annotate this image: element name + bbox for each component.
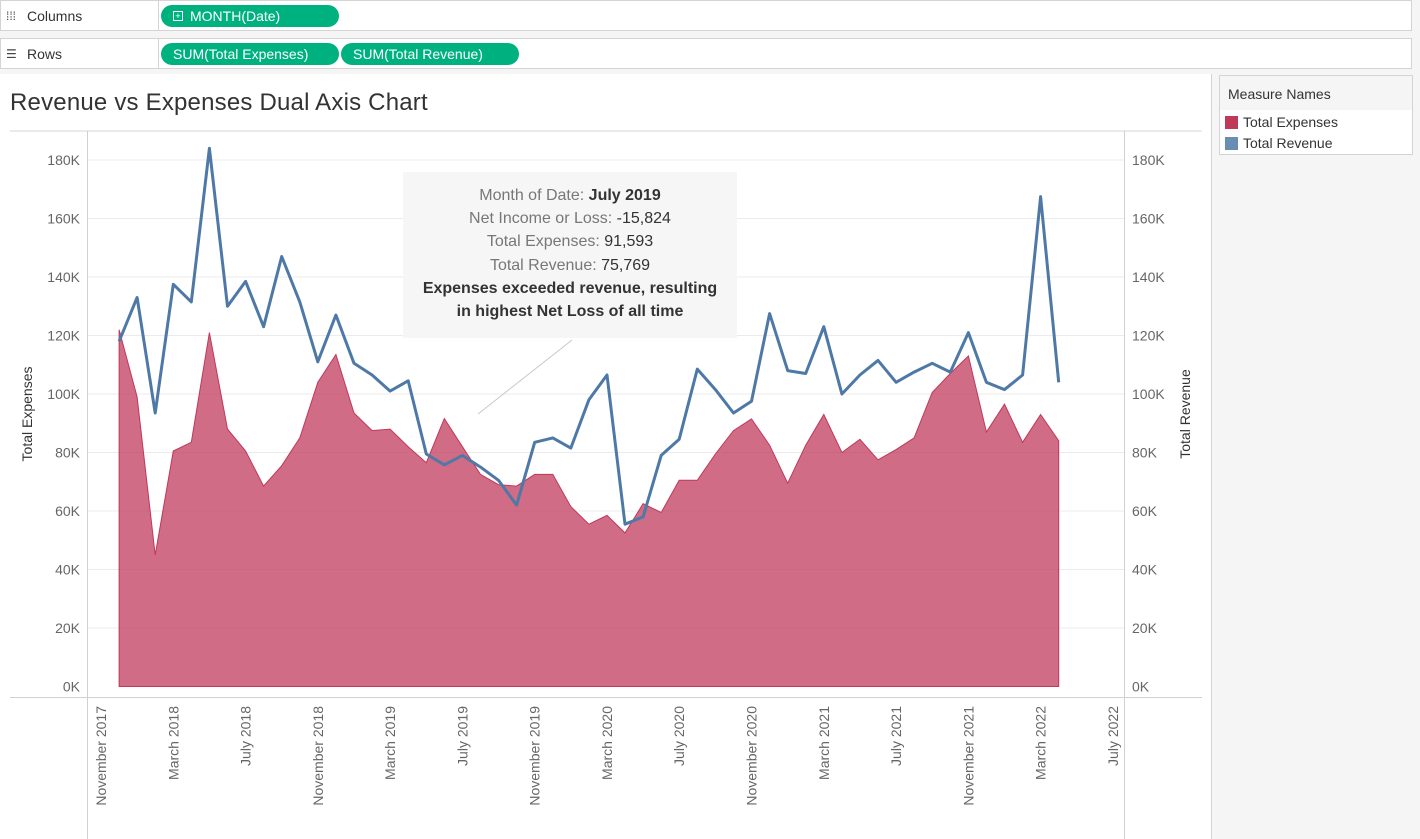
x-tick-label: March 2021 (816, 706, 832, 780)
x-tick-label: March 2022 (1033, 706, 1049, 780)
rows-shelf: ☰ Rows SUM(Total Expenses) SUM(Total Rev… (0, 38, 1412, 69)
chart-title: Revenue vs Expenses Dual Axis Chart (10, 89, 428, 116)
y-tick-label-right: 180K (1132, 152, 1165, 168)
y-tick-label-right: 140K (1132, 269, 1165, 285)
x-tick-label: March 2020 (599, 706, 615, 780)
x-tick-label: November 2017 (93, 706, 109, 806)
x-tick-label: November 2021 (960, 706, 976, 806)
tooltip-key: Month of Date: (479, 187, 585, 204)
tooltip-key: Net Income or Loss: (469, 210, 613, 228)
x-tick-label: November 2019 (527, 706, 543, 806)
pill-month-date-label: MONTH(Date) (190, 8, 281, 24)
annotation-tooltip: Month of Date: July 2019 Net Income or L… (403, 172, 737, 338)
x-ticks: November 2017 March 2018 July 2018 November… (93, 706, 1121, 806)
y-tick-label-left: 120K (47, 328, 80, 344)
legend-item-total-expenses[interactable]: Total Expenses (1225, 112, 1338, 132)
pill-sum-total-revenue-label: SUM(Total Revenue) (353, 46, 483, 62)
y-tick-label-right: 120K (1132, 328, 1165, 344)
columns-shelf-label: ⁞⁞⁞ Columns (1, 1, 159, 30)
pill-sum-total-revenue[interactable]: SUM(Total Revenue) (341, 43, 519, 65)
y-tick-label-right: 40K (1132, 562, 1158, 578)
legend-item-total-revenue[interactable]: Total Revenue (1225, 133, 1333, 153)
y-tick-label-right: 100K (1132, 386, 1165, 402)
y-axis-label-right: Total Revenue (1177, 369, 1193, 459)
left-y-ticks: 0K 20K 40K 60K 80K 100K 120K 140K 160K 180K (47, 152, 80, 695)
legend-item-label: Total Expenses (1243, 114, 1338, 130)
x-tick-label: July 2021 (888, 706, 904, 766)
columns-shelf: ⁞⁞⁞ Columns + MONTH(Date) (0, 0, 1412, 31)
legend-title: Measure Names (1220, 76, 1412, 110)
rows-icon: ☰ (6, 46, 17, 61)
columns-label: Columns (27, 7, 83, 24)
x-tick-label: March 2019 (382, 706, 398, 780)
y-tick-label-left: 180K (47, 152, 80, 168)
y-tick-label-right: 20K (1132, 620, 1158, 636)
total-expenses-area[interactable] (118, 329, 1060, 687)
y-tick-label-right: 80K (1132, 445, 1158, 461)
x-tick-label: March 2018 (165, 706, 181, 780)
y-tick-label-left: 80K (55, 445, 81, 461)
x-tick-label: November 2018 (310, 706, 326, 806)
tooltip-row: Month of Date: July 2019 (403, 184, 737, 207)
y-axis-label-left: Total Expenses (19, 367, 35, 462)
y-tick-label-right: 160K (1132, 211, 1165, 227)
x-tick-label: November 2020 (744, 706, 760, 806)
rows-label: Rows (27, 45, 63, 62)
tooltip-note-line-1: Expenses exceeded revenue, resulting (422, 279, 718, 297)
pill-sum-total-expenses[interactable]: SUM(Total Expenses) (161, 43, 339, 65)
expand-plus-icon[interactable]: + (173, 11, 183, 21)
x-tick-label: July 2020 (671, 706, 687, 766)
legend-swatch-expenses (1225, 115, 1238, 129)
tooltip-row: Total Expenses: 91,593 (403, 230, 737, 253)
x-tick-label: July 2022 (1105, 706, 1121, 766)
pill-month-date[interactable]: + MONTH(Date) (161, 5, 339, 27)
legend-item-label: Total Revenue (1243, 135, 1333, 151)
tooltip-row: Net Income or Loss: -15,824 (403, 207, 737, 230)
y-tick-label-left: 160K (47, 211, 80, 227)
y-tick-label-left: 20K (55, 620, 81, 636)
rows-shelf-label: ☰ Rows (1, 39, 159, 68)
tooltip-note-line-2: in highest Net Loss of all time (456, 303, 684, 321)
tooltip-key: Total Expenses: (486, 233, 600, 251)
chart-svg: 0K 20K 40K 60K 80K 100K 120K 140K 160K 180K 0K 20K… (10, 130, 1202, 839)
tooltip-value: -15,824 (616, 210, 671, 228)
tooltip-key: Total Revenue: (489, 256, 597, 274)
y-tick-label-right: 0K (1132, 679, 1150, 695)
columns-icon: ⁞⁞⁞ (6, 8, 17, 23)
pill-sum-total-expenses-label: SUM(Total Expenses) (173, 46, 309, 62)
x-tick-label: July 2019 (454, 706, 470, 766)
right-y-ticks: 0K 20K 40K 60K 80K 100K 120K 140K 160K 180K (1132, 152, 1165, 695)
legend: Measure Names Total Expenses Total Reven… (1219, 75, 1413, 155)
y-tick-label-left: 60K (55, 503, 81, 519)
tooltip-value: July 2019 (588, 187, 661, 204)
tooltip-value: 91,593 (604, 233, 654, 251)
legend-swatch-revenue (1225, 136, 1238, 150)
y-tick-label-right: 60K (1132, 503, 1158, 519)
tooltip-row: Total Revenue: 75,769 (403, 254, 737, 277)
tooltip-pointer-line (477, 339, 573, 415)
y-tick-label-left: 40K (55, 562, 81, 578)
y-tick-label-left: 140K (47, 269, 80, 285)
x-tick-label: July 2018 (238, 706, 254, 766)
y-tick-label-left: 0K (63, 679, 81, 695)
tooltip-value: 75,769 (601, 256, 651, 274)
total-revenue-line[interactable] (117, 146, 1061, 526)
y-tick-label-left: 100K (47, 386, 80, 402)
